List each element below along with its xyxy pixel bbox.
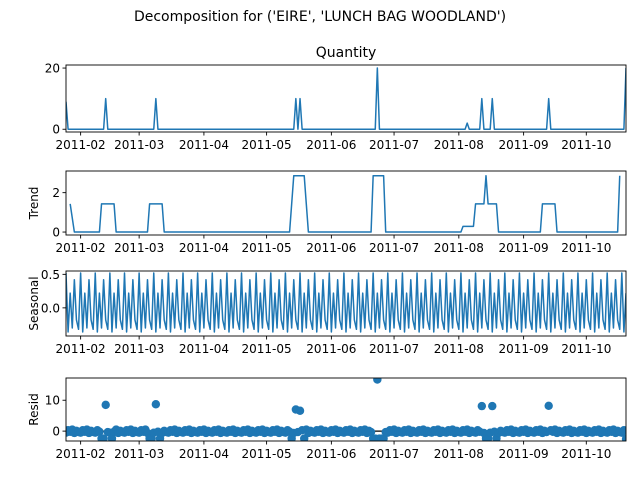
y-tick-label: 0 xyxy=(52,123,60,137)
seasonal-panel: Seasonal 0.0 0.5 2011-02 2011-03 2011-04 2011-… xyxy=(27,268,627,356)
y-axis-label: Seasonal xyxy=(27,276,41,330)
x-tick-label: 2011-10 xyxy=(561,138,611,152)
resid-point xyxy=(95,427,104,436)
x-tick-label: 2011-08 xyxy=(434,241,484,255)
x-tick-label: 2011-02 xyxy=(56,241,106,255)
x-tick-label: 2011-10 xyxy=(561,241,611,255)
y-tick-label: 10 xyxy=(45,394,60,408)
y-axis-label: Resid xyxy=(27,393,41,425)
figure-title: Decomposition for ('EIRE', 'LUNCH BAG WO… xyxy=(134,9,506,25)
plot-area xyxy=(66,272,626,333)
x-tick-label: 2011-09 xyxy=(499,342,549,356)
y-axis-label: Trend xyxy=(27,187,41,221)
x-tick-label: 2011-07 xyxy=(369,447,419,461)
axes-frame xyxy=(65,64,627,133)
axes-frame xyxy=(65,377,627,442)
x-tick-label: 2011-10 xyxy=(561,447,611,461)
resid-point xyxy=(151,400,161,409)
resid-point xyxy=(295,406,305,415)
x-tick-label: 2011-02 xyxy=(56,138,106,152)
plot-area xyxy=(66,378,626,441)
x-tick-label: 2011-06 xyxy=(306,447,356,461)
resid-point xyxy=(101,400,110,410)
x-tick-label: 2011-04 xyxy=(179,138,229,152)
resid-point xyxy=(373,378,382,384)
x-tick-label: 2011-07 xyxy=(369,241,419,255)
y-tick-label: 0.5 xyxy=(41,268,60,282)
y-tick-label: 0.0 xyxy=(41,301,60,315)
x-tick-label: 2011-05 xyxy=(242,342,292,356)
resid-point xyxy=(99,434,108,441)
plot-area xyxy=(66,67,626,130)
x-tick-label: 2011-02 xyxy=(56,342,106,356)
trend-panel: Trend 0 2 2011-02 2011-03 2011-04 2011-05 2011-… xyxy=(27,170,627,255)
plot-area xyxy=(69,174,621,233)
x-tick-label: 2011-04 xyxy=(179,447,229,461)
x-tick-label: 2011-04 xyxy=(179,342,229,356)
panel-title: Quantity xyxy=(316,45,377,61)
y-tick-label: 2 xyxy=(52,186,60,200)
x-tick-label: 2011-09 xyxy=(499,447,549,461)
resid-point xyxy=(107,434,117,441)
x-tick-label: 2011-05 xyxy=(242,138,292,152)
axes-frame xyxy=(65,270,627,337)
x-tick-label: 2011-06 xyxy=(306,241,356,255)
resid-point xyxy=(366,427,376,437)
quantity-panel: Quantity 0 20 2011-02 2011-03 2011-04 2011-05 2… xyxy=(45,45,627,152)
x-tick-label: 2011-09 xyxy=(499,138,549,152)
resid-point xyxy=(621,434,626,441)
x-tick-label: 2011-05 xyxy=(242,241,292,255)
x-tick-label: 2011-06 xyxy=(306,342,356,356)
y-tick-label: 0 xyxy=(52,226,60,240)
x-tick-label: 2011-03 xyxy=(114,447,164,461)
x-tick-label: 2011-09 xyxy=(499,241,549,255)
axes-frame xyxy=(65,170,627,236)
x-tick-label: 2011-05 xyxy=(242,447,292,461)
x-tick-label: 2011-02 xyxy=(56,447,106,461)
resid-point xyxy=(544,401,553,410)
y-tick-label: 0 xyxy=(52,425,60,439)
x-tick-label: 2011-06 xyxy=(306,138,356,152)
x-tick-label: 2011-03 xyxy=(114,241,164,255)
trend-series-line xyxy=(69,174,621,233)
resid-panel: Resid 0 10 2011-02 2011-03 2011-04 2011-05 2011… xyxy=(27,377,627,461)
resid-point xyxy=(477,401,487,411)
seasonal-series-line xyxy=(66,272,626,333)
quantity-series-line xyxy=(66,67,626,130)
x-tick-label: 2011-10 xyxy=(561,342,611,356)
y-tick-label: 20 xyxy=(45,62,60,76)
x-tick-label: 2011-08 xyxy=(434,447,484,461)
x-tick-label: 2011-07 xyxy=(369,138,419,152)
resid-point xyxy=(488,401,497,411)
x-tick-label: 2011-03 xyxy=(114,342,164,356)
x-tick-label: 2011-07 xyxy=(369,342,419,356)
x-tick-label: 2011-08 xyxy=(434,138,484,152)
x-tick-label: 2011-03 xyxy=(114,138,164,152)
resid-point xyxy=(619,425,626,435)
x-tick-label: 2011-08 xyxy=(434,342,484,356)
x-tick-label: 2011-04 xyxy=(179,241,229,255)
